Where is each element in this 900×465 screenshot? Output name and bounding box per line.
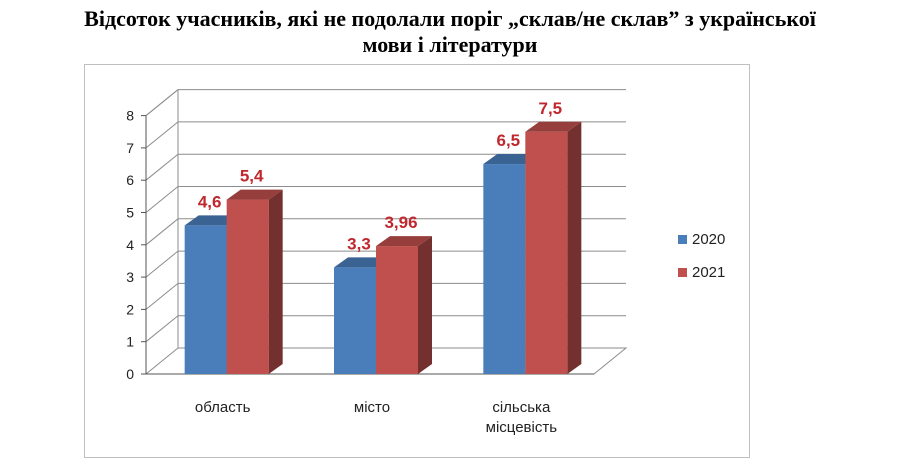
gridline [145, 186, 626, 213]
bar-front [376, 246, 418, 374]
gridline [145, 121, 626, 149]
bar-top [376, 236, 432, 247]
data-labels: 4,6 5,4 3,3 3,96 6,5 7,5 [198, 99, 562, 254]
gridline [145, 315, 626, 343]
chart-frame [84, 64, 750, 458]
category-labels: область місто сільська місцевість [195, 399, 557, 436]
data-label: 4,6 [198, 192, 222, 211]
y-tick-label: 5 [126, 205, 134, 221]
gridline [145, 250, 626, 278]
y-tick-label: 7 [126, 140, 134, 156]
gridline [145, 89, 626, 116]
y-tick-labels: 0 1 2 3 4 5 6 7 8 [126, 108, 134, 382]
legend-label: 2020 [692, 231, 725, 248]
category-label: місто [354, 399, 390, 416]
legend-swatch [678, 268, 687, 277]
bar-side [418, 236, 432, 374]
data-label: 5,4 [240, 167, 264, 186]
y-tick-label: 4 [126, 237, 134, 253]
data-label: 3,3 [347, 234, 371, 253]
bar-side [268, 189, 283, 374]
legend-label: 2021 [692, 264, 725, 281]
bar-side [567, 121, 582, 374]
chart-title-line-1: Відсоток учасників, які не подолали порі… [84, 6, 816, 31]
bar-top [525, 121, 582, 132]
chart-title-line-2: мови і літератури [362, 32, 538, 57]
y-tick-label: 2 [126, 301, 134, 317]
bars [184, 121, 582, 374]
gridline [145, 153, 626, 181]
bar [525, 121, 582, 374]
category-label: область [195, 399, 251, 416]
bar-front [334, 267, 376, 374]
chart-title: Відсоток учасників, які не подолали порі… [0, 6, 900, 58]
bar [376, 236, 432, 374]
bar-front [525, 131, 568, 374]
data-label: 6,5 [497, 131, 521, 150]
legend-swatch [678, 235, 687, 244]
gridline [145, 282, 626, 310]
category-label: сільська [492, 399, 551, 416]
y-tick-label: 6 [126, 172, 134, 188]
category-label: місцевість [486, 419, 558, 436]
y-tick-label: 3 [126, 269, 134, 285]
y-tick-label: 0 [126, 366, 134, 382]
bar-front [483, 164, 526, 374]
bar-front [184, 225, 227, 374]
y-tick-label: 1 [126, 334, 134, 350]
bar [226, 189, 283, 374]
data-label: 3,96 [384, 213, 417, 232]
bar-top [226, 189, 283, 200]
bar-front [226, 199, 269, 374]
y-tick-label: 8 [126, 108, 134, 124]
data-label: 7,5 [539, 99, 563, 118]
legend: 2020 2021 [678, 231, 725, 281]
gridline [145, 218, 626, 246]
gridlines [145, 89, 626, 343]
